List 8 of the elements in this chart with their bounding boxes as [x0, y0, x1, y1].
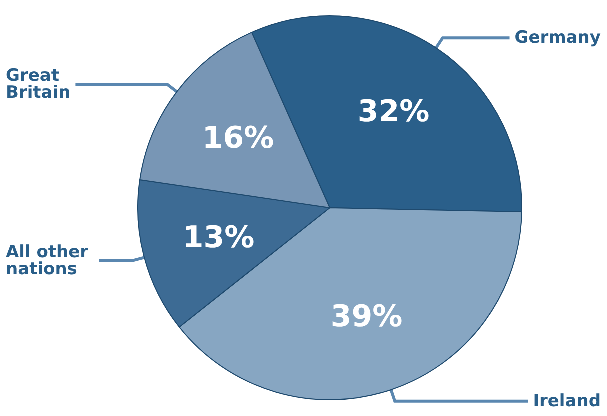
slice-label: Ireland: [533, 391, 601, 412]
data-label: 39%: [330, 300, 403, 335]
data-label: 13%: [182, 220, 255, 256]
data-label: 16%: [202, 120, 274, 156]
slice-label: Germany: [514, 28, 601, 48]
slice-label: All other nations: [6, 242, 94, 280]
slice-label: Great Britain: [6, 66, 71, 104]
data-label: 32%: [358, 94, 430, 130]
